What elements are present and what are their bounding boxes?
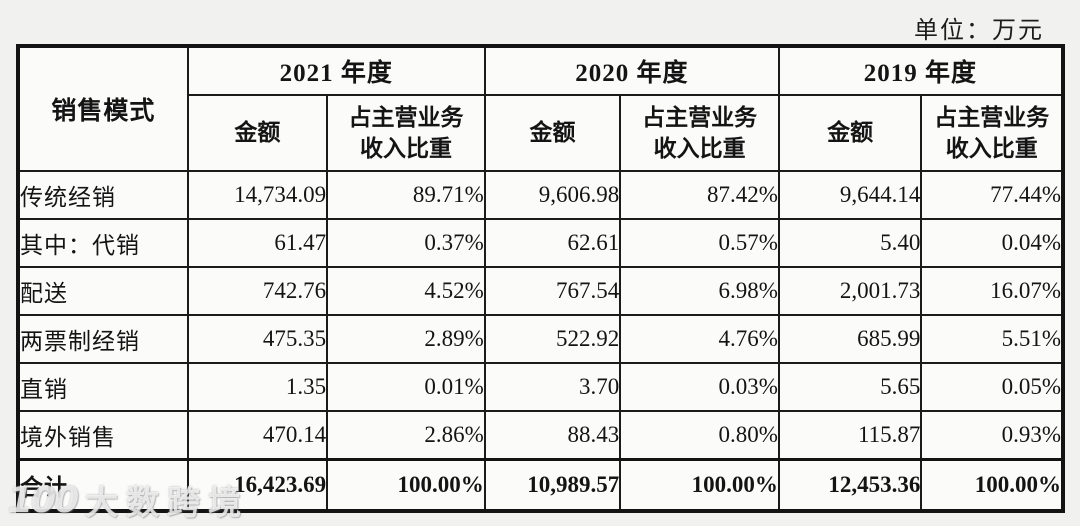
year-header-row: 销售模式 2021 年度 2020 年度 2019 年度	[17, 45, 1065, 172]
row-mode-label: 配送	[17, 266, 189, 316]
corner-header-sales-mode: 销售模式	[17, 45, 189, 172]
amount-2019: 2,001.73	[777, 266, 923, 316]
ratio-2021: 0.01%	[326, 362, 486, 412]
ratio-2019: 0.04%	[920, 218, 1064, 268]
row-mode-label: 直销	[17, 362, 189, 412]
ratio-header-line2: 收入比重	[359, 136, 452, 161]
ratio-2020: 4.76%	[619, 314, 780, 364]
year-header-2021: 2021 年度	[186, 45, 486, 96]
ratio-2021: 89.71%	[326, 170, 486, 220]
amount-header-2019: 金额	[777, 94, 923, 172]
ratio-2021: 2.89%	[326, 314, 486, 364]
ratio-2019: 5.51%	[920, 314, 1064, 364]
amount-2020: 3.70	[483, 362, 622, 412]
amount-2020: 88.43	[483, 410, 622, 461]
amount-2020: 9,606.98	[483, 170, 622, 220]
ratio-2021: 2.86%	[326, 410, 486, 461]
amount-2021: 1.35	[186, 362, 329, 412]
ratio-header-line2: 收入比重	[945, 136, 1038, 161]
ratio-2019: 77.44%	[920, 170, 1064, 220]
row-mode-label: 境外销售	[17, 410, 189, 461]
amount-2021: 16,423.69	[186, 458, 329, 512]
year-header-2019: 2019 年度	[777, 45, 1065, 96]
amount-2019: 9,644.14	[777, 170, 923, 220]
amount-2021: 470.14	[186, 410, 329, 461]
ratio-2021: 0.37%	[326, 218, 486, 268]
amount-2019: 115.87	[777, 410, 923, 461]
unit-label: 单位：万元	[914, 18, 1044, 44]
row-mode-label: 两票制经销	[17, 314, 189, 364]
amount-2021: 14,734.09	[186, 170, 329, 220]
amount-2020: 767.54	[483, 266, 622, 316]
row-mode-label: 合计	[17, 458, 189, 512]
ratio-2019: 0.93%	[920, 410, 1064, 461]
row-mode-label: 传统经销	[17, 170, 189, 220]
ratio-header-2019: 占主营业务 收入比重	[920, 94, 1064, 172]
ratio-2021: 100.00%	[326, 458, 486, 512]
amount-2020: 62.61	[483, 218, 622, 268]
amount-header-2021: 金额	[186, 94, 329, 172]
ratio-header-line1: 占主营业务	[642, 104, 758, 130]
ratio-2019: 0.05%	[920, 362, 1064, 412]
ratio-2020: 87.42%	[619, 170, 780, 220]
table-row-consignment: 其中：代销 61.47 0.37% 62.61 0.57% 5.40 0.04%	[17, 218, 1064, 268]
amount-header-2020: 金额	[483, 94, 622, 172]
table-row-traditional-distribution: 传统经销 14,734.09 89.71% 9,606.98 87.42% 9,…	[17, 170, 1064, 220]
row-mode-label: 其中：代销	[17, 218, 189, 268]
ratio-2020: 0.57%	[619, 218, 780, 268]
amount-2019: 5.65	[777, 362, 923, 412]
amount-2021: 61.47	[186, 218, 329, 268]
ratio-header-line1: 占主营业务	[348, 104, 464, 130]
amount-2020: 522.92	[483, 314, 622, 364]
amount-2021: 742.76	[186, 266, 329, 316]
table-row-total: 合计 16,423.69 100.00% 10,989.57 100.00% 1…	[17, 458, 1064, 512]
ratio-header-2021: 占主营业务 收入比重	[326, 94, 486, 172]
amount-2019: 685.99	[777, 314, 923, 364]
sales-mode-table: 销售模式 2021 年度 2020 年度 2019 年度 金额 占主营业务 收入…	[16, 44, 1065, 513]
ratio-2020: 0.03%	[619, 362, 780, 412]
amount-2021: 475.35	[186, 314, 329, 364]
ratio-2019: 16.07%	[920, 266, 1064, 316]
amount-2019: 12,453.36	[777, 458, 923, 512]
ratio-2020: 6.98%	[619, 266, 780, 316]
amount-2020: 10,989.57	[483, 458, 622, 512]
table-row-delivery: 配送 742.76 4.52% 767.54 6.98% 2,001.73 16…	[17, 266, 1064, 316]
ratio-header-line2: 收入比重	[653, 136, 746, 161]
ratio-2020: 0.80%	[619, 410, 780, 461]
ratio-2021: 4.52%	[326, 266, 486, 316]
amount-2019: 5.40	[777, 218, 923, 268]
ratio-2020: 100.00%	[619, 458, 780, 512]
sub-header-row: 金额 占主营业务 收入比重 金额 占主营业务 收入比重 金额 占主营业务 收入比…	[18, 94, 1064, 172]
table-row-overseas-sales: 境外销售 470.14 2.86% 88.43 0.80% 115.87 0.9…	[17, 410, 1064, 461]
table-row-two-invoice-distribution: 两票制经销 475.35 2.89% 522.92 4.76% 685.99 5…	[17, 314, 1064, 364]
ratio-header-2020: 占主营业务 收入比重	[619, 94, 780, 172]
year-header-2020: 2020 年度	[483, 45, 780, 96]
ratio-header-line1: 占主营业务	[934, 104, 1050, 130]
table-row-direct-sales: 直销 1.35 0.01% 3.70 0.03% 5.65 0.05%	[17, 362, 1064, 412]
ratio-2019: 100.00%	[920, 458, 1064, 512]
